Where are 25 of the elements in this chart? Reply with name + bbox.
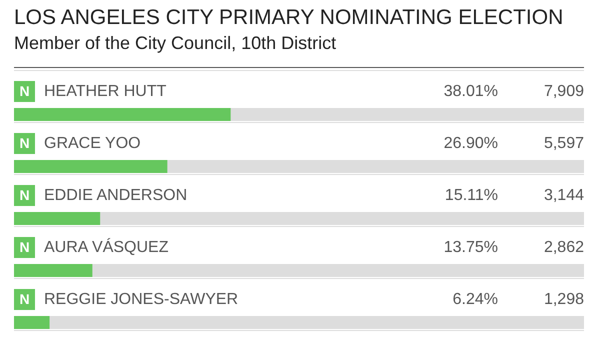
- annotation: 2,862: [544, 239, 584, 257]
- annotation: N: [14, 237, 35, 258]
- annotation: N: [14, 133, 35, 154]
- annotation: 3,144: [544, 187, 584, 205]
- chart-title: LOS ANGELES CITY PRIMARY NOMINATING ELECTION: [14, 6, 564, 30]
- bar: [14, 316, 50, 329]
- y-tick-label: GRACE YOO: [44, 135, 141, 153]
- data-label: 15.11%: [444, 187, 498, 205]
- annotation: 7,909: [544, 83, 584, 101]
- data-label: 26.90%: [444, 135, 498, 153]
- annotation: N: [14, 81, 35, 102]
- annotation: 5,597: [544, 135, 584, 153]
- annotation: N: [14, 185, 35, 206]
- data-label: 38.01%: [444, 83, 498, 101]
- y-tick-label: EDDIE ANDERSON: [44, 187, 188, 205]
- chart-subtitle: Member of the City Council, 10th District: [14, 33, 336, 54]
- annotation: 1,298: [544, 291, 584, 309]
- annotation: N: [14, 289, 35, 310]
- bar: [14, 264, 92, 277]
- bar: [14, 212, 100, 225]
- y-tick-label: AURA VÁSQUEZ: [44, 239, 168, 257]
- data-label: 6.24%: [452, 291, 498, 309]
- data-label: 13.75%: [444, 239, 498, 257]
- y-tick-label: HEATHER HUTT: [44, 83, 166, 101]
- y-tick-label: REGGIE JONES-SAWYER: [44, 291, 238, 309]
